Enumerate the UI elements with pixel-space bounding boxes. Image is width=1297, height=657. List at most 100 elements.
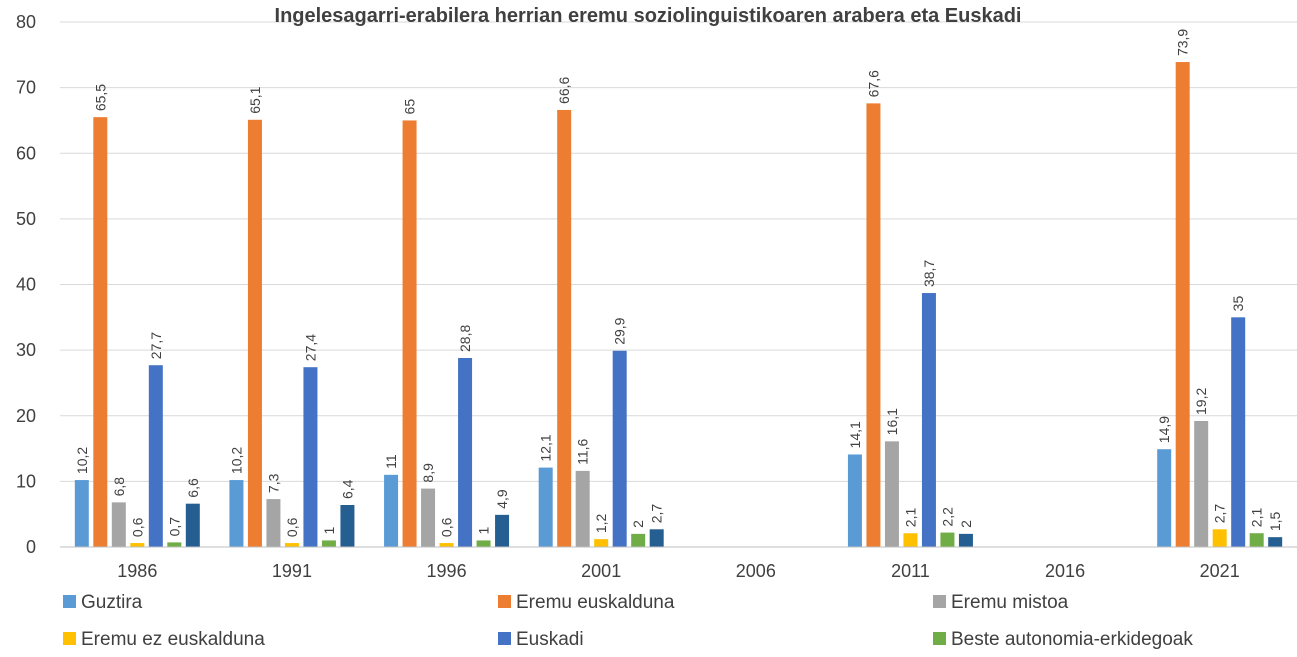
bar [185, 503, 200, 547]
legend-label: Euskadi [516, 629, 584, 650]
bar [148, 365, 163, 547]
bar [439, 543, 454, 547]
bar [303, 367, 318, 547]
axes: 0 10 20 30 40 50 60 70 80 1986 1991 1996 2001 2006 201… [16, 12, 1297, 581]
bar [1249, 533, 1264, 547]
data-label: 35 [1230, 296, 1246, 312]
data-label: 7,3 [265, 473, 281, 493]
x-tick-label: 2021 [1200, 561, 1240, 581]
bar [284, 543, 299, 547]
chart-title: Ingelesagarri-erabilera herrian eremu so… [275, 5, 1022, 27]
bar [74, 480, 89, 547]
data-label: 14,1 [847, 421, 863, 448]
data-label: 10,2 [228, 447, 244, 474]
x-tick-label: 1986 [117, 561, 157, 581]
data-label: 73,9 [1175, 29, 1191, 56]
bar [111, 502, 126, 547]
data-label: 10,2 [74, 447, 90, 474]
bar [266, 499, 281, 547]
legend-label: Eremu euskalduna [516, 592, 675, 613]
x-tick-label: 1996 [427, 561, 467, 581]
data-label: 6,4 [339, 479, 355, 499]
data-label: 6,6 [185, 478, 201, 498]
bar [1194, 421, 1209, 547]
bar [167, 542, 182, 547]
legend-swatch [63, 595, 76, 608]
bar [1231, 317, 1246, 547]
data-label: 65 [402, 99, 418, 115]
bar [958, 533, 973, 547]
data-label: 12,1 [538, 434, 554, 461]
legend-label: Eremu mistoa [951, 592, 1069, 613]
y-tick-label: 10 [16, 471, 36, 491]
legend-label: Beste autonomia-erkidegoak [951, 629, 1193, 650]
bar [649, 529, 664, 547]
bar [884, 441, 899, 547]
data-label: 67,6 [865, 70, 881, 97]
data-label: 11,6 [575, 438, 591, 464]
data-label: 65,5 [92, 84, 108, 111]
bar [458, 358, 473, 547]
data-labels: 10,265,56,80,627,70,76,610,265,17,30,627… [74, 29, 1283, 537]
data-label: 29,9 [612, 317, 628, 344]
bar [384, 474, 399, 547]
bar [847, 454, 862, 547]
data-label: 2,1 [1249, 508, 1265, 528]
bar [538, 467, 553, 547]
bar [93, 117, 108, 547]
bar [631, 533, 646, 547]
bar [495, 514, 510, 547]
y-tick-label: 80 [16, 12, 36, 32]
data-label: 0,7 [166, 517, 182, 537]
bar [575, 470, 590, 547]
data-label: 28,8 [457, 325, 473, 352]
legend-swatch [498, 632, 511, 645]
data-label: 27,7 [148, 332, 164, 359]
y-tick-label: 0 [26, 537, 36, 557]
bar [476, 540, 491, 547]
data-label: 2,7 [649, 504, 665, 524]
x-tick-label: 2011 [891, 561, 930, 581]
data-label: 0,6 [284, 517, 300, 537]
data-label: 2,7 [1212, 504, 1228, 524]
data-label: 1 [321, 526, 337, 534]
data-label: 2,2 [939, 507, 955, 527]
y-tick-label: 30 [16, 340, 36, 360]
data-label: 38,7 [921, 260, 937, 287]
bar [421, 488, 436, 547]
legend-swatch [498, 595, 511, 608]
x-tick-label: 2016 [1045, 561, 1085, 581]
bar [1212, 529, 1227, 547]
legend: Guztira Eremu euskalduna Eremu mistoa Eremu… [63, 592, 1193, 650]
y-tick-label: 60 [16, 143, 36, 163]
bar [1157, 449, 1172, 547]
y-tick-label: 70 [16, 78, 36, 98]
grid-lines [60, 21, 1297, 548]
x-tick-label: 1991 [272, 561, 312, 581]
bar [130, 543, 145, 547]
data-label: 0,6 [439, 517, 455, 537]
y-tick-label: 20 [16, 406, 36, 426]
bar [557, 109, 572, 547]
data-label: 2,1 [902, 508, 918, 528]
legend-swatch [933, 632, 946, 645]
bar [1175, 62, 1190, 547]
bar [321, 540, 336, 547]
data-label: 65,1 [247, 86, 263, 113]
bar [247, 119, 262, 547]
data-label: 66,6 [556, 76, 572, 103]
legend-label: Eremu ez euskalduna [81, 629, 265, 650]
legend-label: Guztira [81, 592, 143, 613]
x-tick-label: 2006 [736, 561, 776, 581]
bar [340, 505, 355, 547]
data-label: 0,6 [129, 517, 145, 537]
data-label: 8,9 [420, 463, 436, 483]
y-tick-label: 40 [16, 275, 36, 295]
bar [866, 103, 881, 547]
data-label: 11 [383, 454, 399, 469]
bar [402, 120, 417, 547]
bar [229, 480, 244, 547]
y-tick-label: 50 [16, 209, 36, 229]
